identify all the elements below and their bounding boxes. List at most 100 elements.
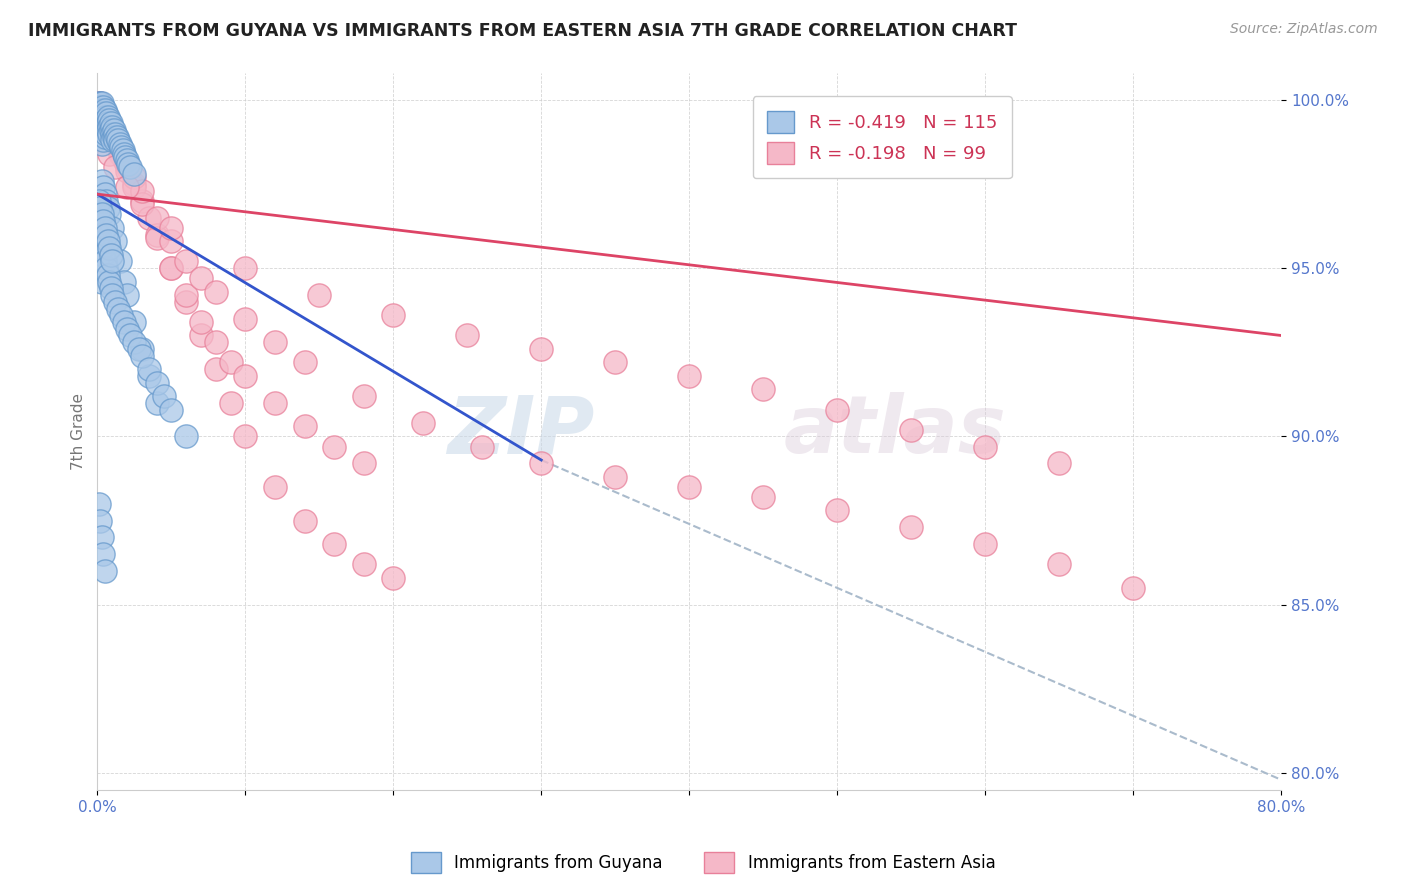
Point bbox=[264, 480, 287, 494]
Point bbox=[112, 153, 135, 168]
Point bbox=[678, 368, 700, 383]
Point bbox=[530, 342, 553, 356]
Point bbox=[90, 174, 112, 188]
Point bbox=[87, 103, 110, 117]
Point bbox=[90, 275, 112, 289]
Point bbox=[104, 133, 127, 147]
Point bbox=[100, 248, 122, 262]
Point bbox=[98, 241, 121, 255]
Point bbox=[89, 234, 111, 248]
Point bbox=[110, 308, 132, 322]
Point bbox=[91, 214, 114, 228]
Point bbox=[138, 362, 160, 376]
Point bbox=[124, 315, 146, 329]
Point bbox=[115, 160, 138, 174]
Point bbox=[98, 127, 121, 141]
Point bbox=[101, 254, 124, 268]
Point bbox=[145, 227, 167, 242]
Point bbox=[90, 106, 112, 120]
Point bbox=[90, 96, 112, 111]
Point bbox=[160, 220, 183, 235]
Point bbox=[233, 261, 256, 276]
Point bbox=[94, 110, 117, 124]
Point bbox=[353, 558, 375, 572]
Point bbox=[96, 127, 118, 141]
Point bbox=[101, 288, 124, 302]
Point bbox=[100, 123, 122, 137]
Point bbox=[323, 440, 346, 454]
Point bbox=[98, 116, 121, 130]
Point bbox=[752, 490, 775, 504]
Point bbox=[97, 201, 120, 215]
Point bbox=[605, 355, 627, 369]
Point bbox=[204, 362, 226, 376]
Point bbox=[160, 261, 183, 276]
Point bbox=[294, 355, 316, 369]
Point bbox=[190, 271, 212, 285]
Point bbox=[97, 116, 120, 130]
Point bbox=[91, 120, 114, 134]
Point bbox=[1122, 581, 1144, 595]
Point bbox=[160, 261, 183, 276]
Point bbox=[108, 146, 131, 161]
Point bbox=[233, 311, 256, 326]
Point bbox=[91, 127, 114, 141]
Point bbox=[353, 456, 375, 470]
Point bbox=[974, 537, 997, 551]
Point bbox=[900, 423, 922, 437]
Point bbox=[90, 123, 112, 137]
Point bbox=[89, 96, 111, 111]
Point bbox=[115, 157, 138, 171]
Point bbox=[96, 194, 118, 208]
Point bbox=[103, 123, 125, 137]
Point bbox=[98, 275, 121, 289]
Point bbox=[412, 416, 434, 430]
Point bbox=[264, 335, 287, 350]
Point bbox=[91, 100, 114, 114]
Point bbox=[89, 100, 111, 114]
Point bbox=[96, 106, 118, 120]
Point bbox=[90, 116, 112, 130]
Point bbox=[87, 106, 110, 120]
Point bbox=[131, 197, 153, 211]
Point bbox=[124, 335, 146, 350]
Point bbox=[128, 342, 150, 356]
Point bbox=[104, 160, 127, 174]
Point bbox=[138, 211, 160, 225]
Point bbox=[104, 294, 127, 309]
Point bbox=[89, 103, 111, 117]
Point bbox=[100, 281, 122, 295]
Point bbox=[89, 130, 111, 145]
Point bbox=[124, 167, 146, 181]
Point bbox=[89, 96, 111, 111]
Point bbox=[101, 133, 124, 147]
Point bbox=[91, 103, 114, 117]
Point bbox=[145, 211, 167, 225]
Text: IMMIGRANTS FROM GUYANA VS IMMIGRANTS FROM EASTERN ASIA 7TH GRADE CORRELATION CHA: IMMIGRANTS FROM GUYANA VS IMMIGRANTS FRO… bbox=[28, 22, 1017, 40]
Point bbox=[96, 261, 118, 276]
Point bbox=[219, 355, 242, 369]
Point bbox=[101, 220, 124, 235]
Point bbox=[131, 349, 153, 363]
Point bbox=[145, 231, 167, 245]
Point bbox=[174, 288, 197, 302]
Point bbox=[94, 123, 117, 137]
Point bbox=[90, 241, 112, 255]
Point bbox=[112, 315, 135, 329]
Point bbox=[115, 163, 138, 178]
Point bbox=[91, 547, 114, 561]
Point bbox=[97, 116, 120, 130]
Point bbox=[87, 100, 110, 114]
Legend: Immigrants from Guyana, Immigrants from Eastern Asia: Immigrants from Guyana, Immigrants from … bbox=[404, 846, 1002, 880]
Point bbox=[825, 402, 848, 417]
Point bbox=[87, 497, 110, 511]
Point bbox=[294, 514, 316, 528]
Y-axis label: 7th Grade: 7th Grade bbox=[72, 392, 86, 470]
Point bbox=[87, 227, 110, 242]
Point bbox=[97, 234, 120, 248]
Point bbox=[131, 184, 153, 198]
Point bbox=[190, 328, 212, 343]
Point bbox=[97, 110, 120, 124]
Point bbox=[94, 113, 117, 128]
Point bbox=[124, 180, 146, 194]
